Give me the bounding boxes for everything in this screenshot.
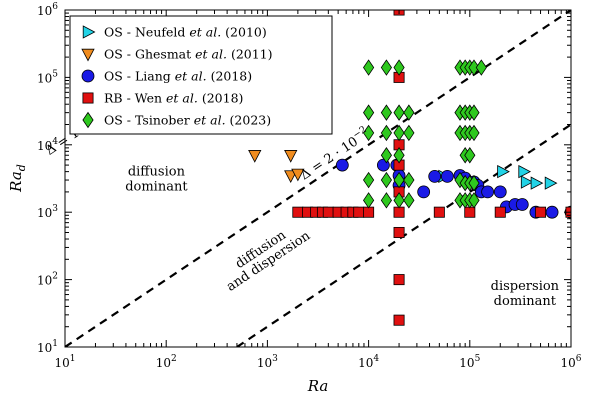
legend: OS - Neufeld et al. (2010) OS - Ghesmat e… bbox=[69, 15, 333, 135]
x-tick-label: 104 bbox=[358, 354, 379, 370]
data-point bbox=[353, 206, 365, 218]
data-point bbox=[380, 124, 393, 142]
data-point bbox=[393, 206, 405, 218]
series-4 bbox=[363, 59, 487, 209]
data-point bbox=[393, 314, 405, 326]
legend-marker bbox=[81, 48, 95, 62]
data-point bbox=[393, 104, 405, 121]
data-point bbox=[468, 104, 480, 121]
data-point bbox=[363, 124, 375, 142]
data-point bbox=[393, 147, 405, 164]
y-tick-label: 102 bbox=[37, 272, 58, 288]
data-point bbox=[468, 59, 480, 76]
data-point bbox=[464, 147, 476, 164]
series-3 bbox=[292, 10, 571, 326]
y-axis-title: Rad bbox=[7, 164, 28, 193]
data-point bbox=[433, 206, 445, 218]
legend-entry: OS - Neufeld et al. (2010) bbox=[104, 25, 267, 40]
plot-frame bbox=[64, 9, 572, 348]
legend-entry: OS - Ghesmat et al. (2011) bbox=[104, 47, 273, 62]
data-point bbox=[428, 169, 442, 183]
data-point bbox=[468, 192, 480, 209]
data-point bbox=[468, 174, 480, 192]
data-point bbox=[481, 185, 495, 199]
data-point bbox=[518, 164, 532, 179]
data-point bbox=[363, 206, 375, 218]
annotation-2-line-1: dominant bbox=[494, 294, 557, 309]
data-point bbox=[464, 206, 476, 218]
x-tick-label: 101 bbox=[54, 354, 75, 370]
data-point bbox=[497, 164, 510, 179]
data-point bbox=[380, 192, 393, 209]
data-point bbox=[403, 124, 415, 142]
data-point bbox=[515, 198, 529, 211]
axis-ticks: 101 102 103 104 105 106 101 102 103 104 105 106 bbox=[37, 2, 582, 370]
x-tick-label: 105 bbox=[459, 354, 480, 370]
data-point bbox=[284, 150, 298, 163]
data-point bbox=[535, 206, 547, 218]
data-point bbox=[494, 206, 506, 218]
data-point bbox=[544, 176, 558, 190]
reference-line-0 bbox=[65, 10, 571, 347]
data-point bbox=[380, 147, 393, 164]
x-tick-label: 102 bbox=[156, 354, 177, 370]
data-point bbox=[284, 170, 298, 183]
y-tick-label: 105 bbox=[37, 69, 58, 85]
data-point bbox=[393, 226, 405, 238]
data-point bbox=[335, 158, 349, 172]
legend-marker bbox=[82, 25, 96, 39]
data-point bbox=[393, 124, 405, 142]
data-point bbox=[403, 192, 415, 209]
data-point bbox=[380, 104, 393, 121]
y-tick-label: 101 bbox=[37, 339, 58, 355]
data-point bbox=[248, 150, 262, 163]
legend-marker bbox=[81, 69, 95, 83]
y-axis-title-sub: d bbox=[15, 164, 28, 171]
data-point bbox=[440, 169, 454, 183]
legend-entry: OS - Tsinober et al. (2023) bbox=[104, 113, 271, 128]
data-point bbox=[393, 192, 405, 209]
data-point bbox=[393, 59, 405, 76]
legend-marker bbox=[82, 111, 94, 129]
data-point bbox=[530, 176, 544, 190]
data-point bbox=[380, 171, 393, 189]
x-tick-label: 106 bbox=[560, 354, 581, 370]
legend-entry: RB - Wen et al. (2018) bbox=[104, 91, 243, 106]
data-point bbox=[468, 124, 480, 142]
data-point bbox=[393, 274, 405, 286]
annotation-0-line-1: dominant bbox=[125, 180, 188, 195]
legend-entry: OS - Liang et al. (2018) bbox=[104, 69, 252, 84]
y-tick-label: 103 bbox=[37, 204, 58, 220]
data-point bbox=[322, 206, 334, 218]
data-point bbox=[292, 206, 304, 218]
series-1 bbox=[248, 150, 305, 183]
y-tick-label: 106 bbox=[37, 2, 58, 18]
data-point bbox=[363, 192, 375, 209]
annotation-2-line-0: dispersion bbox=[491, 279, 560, 294]
data-point bbox=[545, 205, 559, 219]
x-axis-title: Ra bbox=[307, 377, 329, 395]
data-point bbox=[403, 104, 415, 121]
data-point bbox=[291, 168, 305, 182]
data-point bbox=[363, 171, 375, 189]
x-tick-label: 103 bbox=[257, 354, 278, 370]
data-point bbox=[403, 171, 415, 189]
data-point bbox=[363, 104, 375, 121]
data-point bbox=[493, 185, 507, 199]
data-point bbox=[417, 185, 431, 199]
y-axis-title-base: Ra bbox=[7, 171, 25, 193]
data-point bbox=[393, 171, 405, 189]
legend-marker bbox=[82, 92, 94, 104]
data-point bbox=[520, 175, 534, 189]
data-point bbox=[363, 59, 375, 76]
annotation-0-line-0: diffusion bbox=[128, 165, 186, 180]
data-point bbox=[475, 59, 487, 76]
data-point bbox=[380, 59, 393, 76]
legend-box bbox=[69, 15, 333, 135]
y-tick-label: 104 bbox=[37, 137, 58, 153]
data-points bbox=[248, 10, 571, 326]
